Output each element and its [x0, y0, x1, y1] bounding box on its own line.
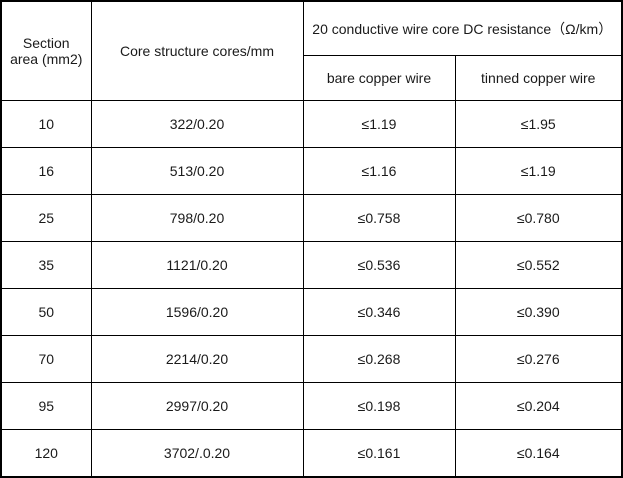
- cell-bare-resistance: ≤0.346: [302, 288, 456, 336]
- header-section-area: Section area (mm2): [0, 0, 92, 101]
- cell-tinned-resistance: ≤0.164: [454, 429, 623, 478]
- table-row: 95 2997/0.20 ≤0.198 ≤0.204: [0, 382, 623, 430]
- cell-core-structure: 3702/.0.20: [90, 429, 304, 478]
- cell-section-area: 120: [0, 429, 92, 478]
- cell-section-area: 25: [0, 194, 92, 242]
- cell-bare-resistance: ≤0.268: [302, 335, 456, 383]
- cell-bare-resistance: ≤1.16: [302, 147, 456, 195]
- cell-section-area: 95: [0, 382, 92, 430]
- cell-tinned-resistance: ≤1.95: [454, 100, 623, 148]
- cell-core-structure: 2997/0.20: [90, 382, 304, 430]
- cell-core-structure: 798/0.20: [90, 194, 304, 242]
- cell-bare-resistance: ≤0.536: [302, 241, 456, 289]
- header-tinned-copper-wire: tinned copper wire: [454, 55, 623, 101]
- cell-section-area: 16: [0, 147, 92, 195]
- cell-bare-resistance: ≤0.198: [302, 382, 456, 430]
- cell-bare-resistance: ≤1.19: [302, 100, 456, 148]
- table-row: 50 1596/0.20 ≤0.346 ≤0.390: [0, 288, 623, 336]
- cell-bare-resistance: ≤0.161: [302, 429, 456, 478]
- cell-section-area: 10: [0, 100, 92, 148]
- cell-core-structure: 513/0.20: [90, 147, 304, 195]
- table-row: 70 2214/0.20 ≤0.268 ≤0.276: [0, 335, 623, 383]
- table-row: 120 3702/.0.20 ≤0.161 ≤0.164: [0, 429, 623, 478]
- cell-core-structure: 322/0.20: [90, 100, 304, 148]
- header-dc-resistance-group: 20 conductive wire core DC resistance（Ω/…: [302, 0, 623, 56]
- cell-section-area: 50: [0, 288, 92, 336]
- table-row: 35 1121/0.20 ≤0.536 ≤0.552: [0, 241, 623, 289]
- cell-tinned-resistance: ≤0.204: [454, 382, 623, 430]
- cell-core-structure: 1596/0.20: [90, 288, 304, 336]
- cell-bare-resistance: ≤0.758: [302, 194, 456, 242]
- header-bare-copper-wire: bare copper wire: [302, 55, 456, 101]
- cell-section-area: 70: [0, 335, 92, 383]
- cell-section-area: 35: [0, 241, 92, 289]
- cell-tinned-resistance: ≤0.390: [454, 288, 623, 336]
- cell-core-structure: 2214/0.20: [90, 335, 304, 383]
- cell-tinned-resistance: ≤0.780: [454, 194, 623, 242]
- table-row: 10 322/0.20 ≤1.19 ≤1.95: [0, 100, 623, 148]
- table-row: 16 513/0.20 ≤1.16 ≤1.19: [0, 147, 623, 195]
- cell-tinned-resistance: ≤1.19: [454, 147, 623, 195]
- table-row: 25 798/0.20 ≤0.758 ≤0.780: [0, 194, 623, 242]
- cell-tinned-resistance: ≤0.552: [454, 241, 623, 289]
- header-core-structure: Core structure cores/mm: [90, 0, 304, 101]
- cell-core-structure: 1121/0.20: [90, 241, 304, 289]
- cell-tinned-resistance: ≤0.276: [454, 335, 623, 383]
